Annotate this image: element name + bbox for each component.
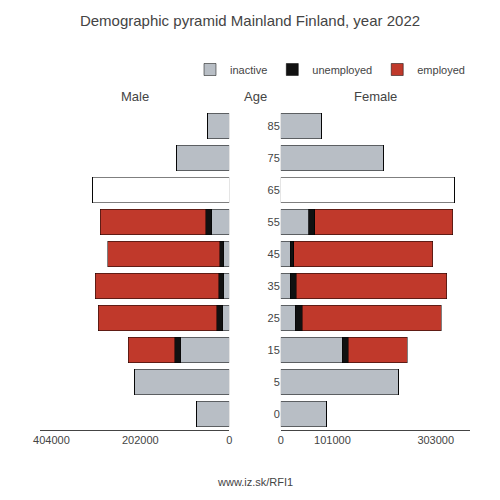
- svg-text:202000: 202000: [122, 434, 159, 446]
- svg-text:303000: 303000: [417, 434, 454, 446]
- svg-text:employed: employed: [417, 64, 465, 76]
- svg-text:404000: 404000: [33, 434, 70, 446]
- svg-text:101000: 101000: [314, 434, 351, 446]
- svg-text:Female: Female: [354, 89, 397, 104]
- svg-text:25: 25: [268, 312, 280, 324]
- svg-text:65: 65: [268, 184, 280, 196]
- svg-text:75: 75: [268, 152, 280, 164]
- svg-text:55: 55: [268, 216, 280, 228]
- svg-text:Demographic pyramid Mainland F: Demographic pyramid Mainland Finland, ye…: [80, 12, 420, 29]
- svg-text:0: 0: [226, 434, 232, 446]
- svg-text:Age: Age: [244, 89, 267, 104]
- svg-text:35: 35: [268, 280, 280, 292]
- svg-text:5: 5: [274, 376, 280, 388]
- svg-text:85: 85: [268, 120, 280, 132]
- svg-text:Male: Male: [121, 89, 149, 104]
- svg-text:inactive: inactive: [230, 64, 267, 76]
- svg-text:15: 15: [268, 344, 280, 356]
- svg-text:0: 0: [274, 408, 280, 420]
- svg-text:0: 0: [278, 434, 284, 446]
- svg-text:45: 45: [268, 248, 280, 260]
- svg-text:unemployed: unemployed: [312, 64, 372, 76]
- svg-text:www.iz.sk/RFI1: www.iz.sk/RFI1: [217, 476, 293, 488]
